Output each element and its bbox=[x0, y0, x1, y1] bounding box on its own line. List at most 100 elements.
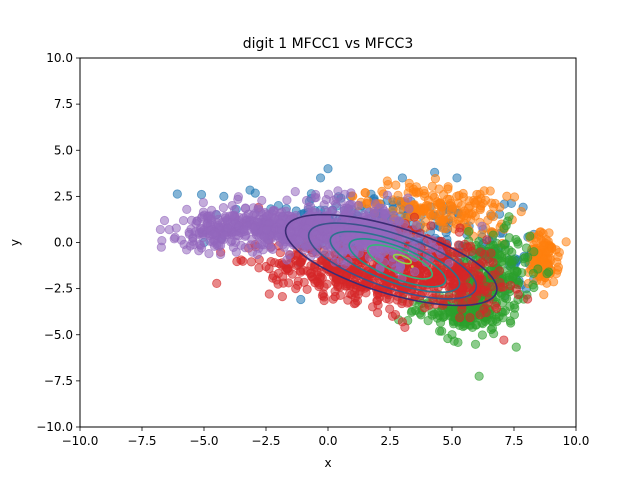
data-point bbox=[246, 257, 256, 267]
x-tick-label: 10.0 bbox=[563, 434, 590, 448]
data-point bbox=[426, 221, 436, 231]
data-point bbox=[279, 242, 289, 252]
data-point bbox=[282, 195, 292, 205]
data-point bbox=[198, 197, 208, 208]
data-point bbox=[290, 187, 300, 197]
data-point bbox=[479, 186, 489, 196]
data-point bbox=[461, 274, 471, 284]
density-contours bbox=[284, 213, 498, 307]
data-point bbox=[510, 303, 520, 313]
y-tick-label: −2.5 bbox=[44, 282, 73, 296]
data-point bbox=[204, 248, 214, 259]
data-point bbox=[240, 243, 250, 253]
data-point bbox=[475, 247, 486, 257]
data-point bbox=[169, 234, 179, 244]
data-point bbox=[261, 261, 271, 272]
data-point bbox=[470, 339, 481, 349]
data-point bbox=[497, 298, 508, 308]
data-point bbox=[561, 237, 571, 247]
data-point bbox=[367, 302, 378, 312]
data-point bbox=[257, 195, 267, 206]
y-axis-label: y bbox=[8, 239, 22, 246]
data-point bbox=[447, 330, 457, 340]
data-point bbox=[353, 289, 363, 299]
data-point bbox=[268, 271, 279, 281]
data-point bbox=[298, 265, 308, 275]
data-point bbox=[214, 241, 224, 251]
data-point bbox=[528, 268, 538, 279]
x-tick-label: 7.5 bbox=[504, 434, 523, 448]
data-point bbox=[551, 245, 561, 255]
data-point bbox=[496, 243, 506, 253]
data-point bbox=[387, 311, 398, 321]
data-point bbox=[382, 190, 393, 200]
data-point bbox=[435, 318, 446, 328]
data-point bbox=[159, 215, 170, 226]
data-point bbox=[467, 246, 477, 256]
data-point bbox=[215, 249, 226, 260]
data-point bbox=[155, 224, 165, 235]
data-point bbox=[400, 322, 410, 332]
data-point bbox=[504, 212, 514, 222]
data-point bbox=[435, 198, 445, 208]
x-tick-label: 5.0 bbox=[442, 434, 461, 448]
data-point bbox=[322, 224, 332, 235]
data-point bbox=[218, 203, 228, 213]
data-point bbox=[387, 258, 398, 268]
data-point bbox=[472, 189, 482, 200]
data-point bbox=[305, 202, 316, 212]
data-point bbox=[549, 277, 559, 287]
data-point bbox=[212, 278, 222, 288]
y-tick-label: 0.0 bbox=[54, 236, 73, 250]
data-point bbox=[467, 296, 477, 307]
data-point bbox=[228, 242, 239, 252]
contour-peak-marker bbox=[410, 265, 414, 268]
data-point bbox=[372, 308, 383, 318]
data-point bbox=[395, 197, 405, 207]
x-axis: −10.0 −7.5 −5.0 −2.5 0.0 2.5 5.0 7.5 10.0 bbox=[62, 427, 590, 448]
data-point bbox=[299, 229, 309, 240]
data-point bbox=[208, 229, 218, 239]
data-point bbox=[318, 289, 328, 299]
data-point bbox=[164, 224, 174, 235]
data-point bbox=[420, 189, 430, 199]
data-point bbox=[539, 289, 549, 300]
data-point bbox=[274, 232, 284, 242]
data-point bbox=[253, 239, 263, 249]
data-point bbox=[236, 255, 246, 265]
data-point bbox=[441, 223, 451, 234]
data-point bbox=[529, 282, 539, 293]
data-point bbox=[443, 184, 453, 194]
contour-level-1 bbox=[307, 222, 478, 300]
data-point bbox=[261, 225, 272, 235]
data-point bbox=[292, 222, 302, 232]
data-point bbox=[379, 206, 389, 216]
data-point bbox=[409, 212, 420, 222]
data-point bbox=[264, 289, 274, 299]
data-point bbox=[482, 235, 492, 245]
data-point bbox=[315, 173, 326, 183]
data-point bbox=[463, 203, 474, 213]
data-point bbox=[327, 235, 337, 245]
data-point bbox=[513, 290, 523, 300]
data-point bbox=[477, 330, 487, 340]
data-point bbox=[443, 194, 453, 204]
contour-level-2 bbox=[329, 230, 461, 294]
data-point bbox=[487, 270, 497, 280]
data-point bbox=[196, 189, 207, 200]
x-tick-label: −7.5 bbox=[127, 434, 156, 448]
y-tick-label: 10.0 bbox=[46, 51, 73, 65]
x-tick-label: 0.0 bbox=[318, 434, 337, 448]
data-point bbox=[410, 267, 420, 277]
data-point bbox=[391, 180, 401, 190]
data-point bbox=[310, 278, 320, 288]
data-point bbox=[517, 268, 527, 278]
y-tick-label: 7.5 bbox=[54, 97, 73, 111]
data-point bbox=[282, 255, 292, 265]
data-point bbox=[529, 247, 539, 257]
data-point bbox=[262, 211, 272, 221]
data-point bbox=[486, 248, 496, 258]
data-point bbox=[523, 294, 533, 304]
data-point bbox=[504, 245, 514, 255]
x-tick-label: −10.0 bbox=[62, 434, 99, 448]
